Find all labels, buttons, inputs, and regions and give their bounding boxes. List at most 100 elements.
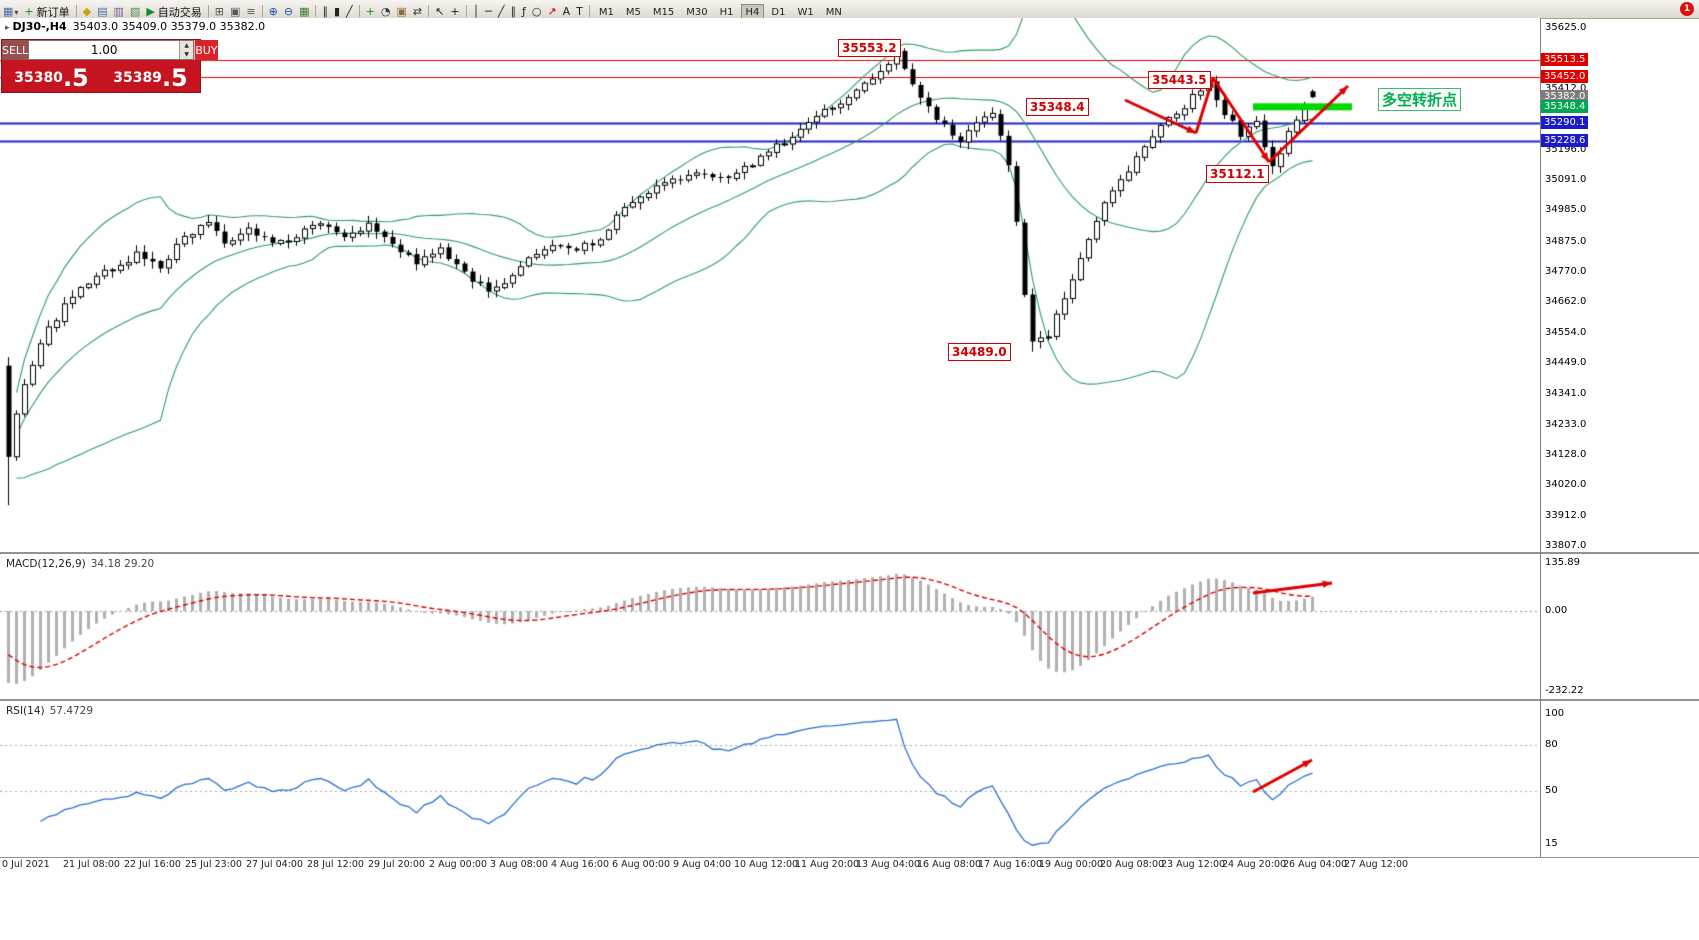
main-chart-canvas[interactable]	[0, 18, 1540, 552]
metaeditor-icon[interactable]: ◆	[80, 4, 94, 18]
buy-price-main: 35389	[113, 70, 162, 86]
rsi-panel-divider[interactable]	[0, 699, 1699, 702]
candlestick-chart-icon: ▮	[333, 5, 341, 18]
notification-badge[interactable]: 1	[1680, 2, 1694, 16]
bar-chart-icon: ∥	[322, 5, 328, 18]
price-axis-tick: 34233.0	[1545, 418, 1587, 430]
timeframe-button-h1[interactable]: H1	[719, 7, 734, 18]
label-icon[interactable]: T	[573, 4, 586, 18]
zoom-out-icon[interactable]: ⊖	[281, 4, 296, 18]
fibonacci-icon[interactable]: ƒ	[519, 4, 529, 18]
timeframe-button-mn[interactable]: MN	[825, 7, 842, 18]
time-axis-label: 3 Aug 08:00	[490, 859, 549, 870]
timeframe-button-m5[interactable]: M5	[625, 7, 641, 18]
sell-price[interactable]: 35380.5	[2, 60, 101, 92]
volume-up-button[interactable]: ▲	[180, 41, 194, 50]
add-indicator-icon[interactable]: +	[363, 4, 378, 18]
fibonacci-icon: ƒ	[521, 5, 526, 18]
market-watch-icon[interactable]: ▤	[94, 4, 110, 18]
macd-panel-canvas[interactable]	[0, 555, 1540, 699]
bar-chart-icon[interactable]: ∥	[319, 4, 331, 18]
toolbar: ▦ ▾ + 新订单 ◆ ▤ ▥ ▧ ▶ 自动交易 ⊞ ▣ ≡ ⊕ ⊖ ▦ ∥ ▮ ╱ + ◔ ▣ ⇄ ↖ + │ ─ ╱ ∥ ƒ ○ ↗ A T M…	[0, 0, 1699, 19]
time-axis-label: 23 Aug 12:00	[1161, 859, 1226, 870]
horizontal-line-icon[interactable]: ─	[482, 4, 495, 18]
volume-down-button[interactable]: ▼	[180, 50, 194, 59]
zoom-in-icon: ⊕	[268, 5, 278, 18]
price-axis-tick: 34662.0	[1545, 296, 1587, 308]
autotrading-button[interactable]: ▶ 自动交易	[143, 4, 204, 18]
timeframe-button-m15[interactable]: M15	[652, 7, 675, 18]
toolbar-separator	[261, 4, 263, 17]
new-order-button[interactable]: + 新订单	[21, 4, 72, 19]
price-axis-tick: 35196.0	[1545, 144, 1587, 156]
templates-icon[interactable]: ▣	[394, 4, 410, 18]
text-icon: A	[562, 5, 571, 18]
vertical-line-icon: │	[472, 5, 480, 18]
sort-icon: ≡	[246, 5, 256, 18]
zoom-out-icon: ⊖	[283, 5, 294, 18]
rsi-panel-canvas[interactable]	[0, 702, 1540, 857]
price-axis-tick: 34341.0	[1545, 387, 1587, 399]
new-order-button-label: 新订单	[36, 6, 70, 19]
auto-scroll-icon[interactable]: ⇄	[410, 4, 425, 18]
new-order-button: +	[24, 5, 34, 18]
price-callout-label[interactable]: 35443.5	[1148, 70, 1211, 89]
sell-button[interactable]: SELL	[2, 40, 29, 60]
shapes-icon[interactable]: ○	[529, 4, 545, 18]
timeframe-button-d1[interactable]: D1	[771, 7, 786, 18]
macd-panel-divider[interactable]	[0, 552, 1699, 555]
macd-indicator-label: MACD(12,26,9) 34.18 29.20	[6, 558, 154, 570]
time-axis-label: 28 Jul 12:00	[307, 859, 364, 870]
toolbar-separator	[588, 4, 590, 17]
period-icon[interactable]: ◔	[378, 4, 394, 18]
volume-input[interactable]	[29, 41, 180, 59]
sort-icon[interactable]: ≡	[243, 4, 258, 18]
time-axis-label: 20 Aug 08:00	[1100, 859, 1165, 870]
trendline-icon[interactable]: ╱	[495, 4, 508, 18]
price-callout-label[interactable]: 34489.0	[948, 342, 1011, 361]
buy-price[interactable]: 35389.5	[101, 60, 200, 92]
zoom-in-icon[interactable]: ⊕	[266, 4, 281, 18]
price-callout-label[interactable]: 35553.2	[838, 39, 901, 58]
text-icon[interactable]: A	[560, 4, 574, 18]
timeframe-button-m1[interactable]: M1	[598, 7, 614, 18]
navigator-icon[interactable]: ▥	[111, 4, 127, 18]
new-chart-icon[interactable]: ▦ ▾	[0, 4, 21, 18]
turning-point-label[interactable]: 多空转折点	[1378, 88, 1462, 111]
toolbar-separator	[358, 4, 360, 17]
price-axis-border	[1540, 18, 1541, 857]
buy-button[interactable]: BUY	[194, 40, 218, 60]
arrows-icon[interactable]: ↗	[544, 4, 559, 18]
terminal-icon[interactable]: ▧	[127, 4, 143, 18]
time-axis-label: 4 Aug 16:00	[551, 859, 610, 870]
price-axis-tick: 34875.0	[1545, 235, 1587, 247]
rsi-axis-label: 100	[1545, 708, 1565, 719]
price-callout-label[interactable]: 35348.4	[1026, 97, 1089, 116]
indicator-window-icon[interactable]: ⊞	[212, 4, 227, 18]
timeframe-button-w1[interactable]: W1	[797, 7, 814, 18]
profile-icon[interactable]: ▣	[227, 4, 243, 18]
macd-axis-label: 0.00	[1545, 605, 1568, 617]
cursor-icon[interactable]: ↖	[432, 4, 447, 18]
price-axis-badge: 35513.5	[1541, 52, 1589, 66]
horizontal-line-icon: ─	[485, 5, 492, 18]
channel-icon[interactable]: ∥	[507, 4, 519, 18]
crosshair-icon: +	[450, 5, 460, 18]
price-axis-tick: 34985.0	[1545, 204, 1587, 216]
vertical-line-icon[interactable]: │	[470, 4, 483, 18]
price-axis-badge: 35228.6	[1541, 133, 1589, 147]
macd-values: 34.18 29.20	[90, 558, 155, 570]
timeframe-button-h4[interactable]: H4	[740, 4, 765, 18]
sell-price-frac: .5	[62, 64, 89, 92]
price-axis-tick: 34128.0	[1545, 448, 1587, 460]
line-chart-icon[interactable]: ╱	[343, 4, 356, 18]
time-axis-label: 27 Jul 04:00	[246, 859, 303, 870]
timeframe-button-m30[interactable]: M30	[686, 7, 708, 18]
rsi-axis-label: 80	[1545, 738, 1558, 750]
candlestick-chart-icon[interactable]: ▮	[331, 4, 343, 18]
price-axis-tick: 34449.0	[1545, 357, 1587, 369]
crosshair-icon[interactable]: +	[447, 4, 462, 18]
price-callout-label[interactable]: 35112.1	[1206, 165, 1269, 184]
tile-windows-icon: ▦	[299, 5, 310, 18]
tile-windows-icon[interactable]: ▦	[296, 4, 312, 18]
